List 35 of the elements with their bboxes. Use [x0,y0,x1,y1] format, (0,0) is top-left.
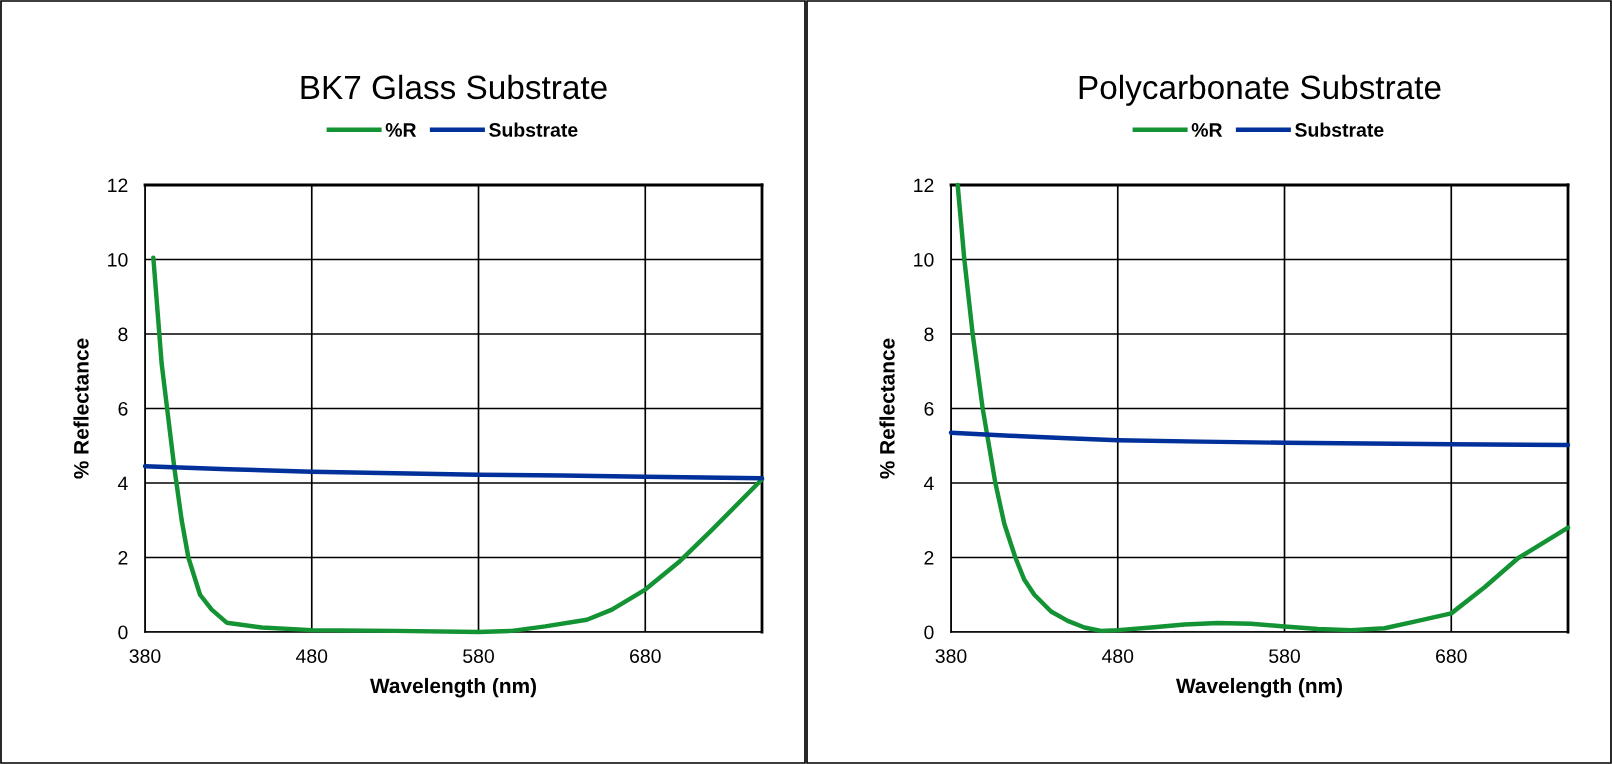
x-tick-label: 580 [463,649,494,663]
x-tick-label: 580 [1269,649,1300,663]
y-tick-label: 2 [924,550,934,565]
legend-label: %R [1191,123,1223,137]
line-series [142,464,765,481]
y-tick-label: 6 [118,401,128,416]
legend-label: Substrate [489,122,578,137]
legend-label: Substrate [1295,122,1384,137]
x-tick-label: 680 [1436,649,1467,663]
x-axis-title: Wavelength (nm) [370,677,536,698]
y-tick-label: 6 [924,401,934,416]
chart-title: BK7 Glass Substrate [301,74,607,100]
y-tick-label: 8 [924,327,934,342]
x-tick-label: 680 [630,649,661,663]
y-tick-label: 2 [118,550,128,565]
y-tick-label: 12 [108,178,128,193]
y-tick-label: 12 [914,178,934,193]
chart-title: Polycarbonate Substrate [1079,74,1441,106]
y-tick-label: 8 [118,327,128,342]
legend-label: %R [385,123,417,137]
y-axis-title: % Reflectance [879,338,895,479]
x-tick-label: 480 [295,649,328,663]
y-tick-label: 0 [118,625,128,640]
y-tick-label: 4 [923,476,934,491]
y-tick-label: 10 [108,252,128,267]
line-series [948,430,1571,448]
line-series [151,255,765,635]
x-tick-label: 380 [935,649,967,663]
x-tick-label: 480 [1101,649,1134,663]
y-tick-label: 4 [117,476,128,491]
y-tick-label: 0 [924,625,934,640]
x-axis-title: Wavelength (nm) [1176,677,1342,698]
y-tick-label: 10 [914,252,934,267]
y-axis-title: % Reflectance [73,338,89,479]
x-tick-label: 380 [129,649,161,663]
